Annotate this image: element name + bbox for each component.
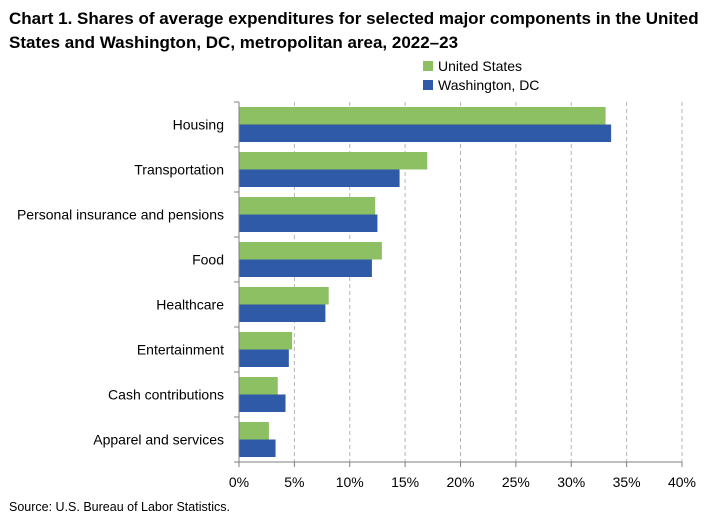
category-label: Entertainment <box>137 342 224 358</box>
category-label: Food <box>192 252 224 268</box>
legend-label: United States <box>438 58 522 74</box>
bar-dc-food <box>239 259 372 277</box>
legend: United States Washington, DC <box>423 58 539 93</box>
tick-labels: 0% 5% 10% 15% 20% 25% 30% 35% 40% <box>229 474 696 490</box>
bar-dc-transportation <box>239 169 400 187</box>
x-tick-label: 20% <box>446 474 474 490</box>
bar-dc-cash-contributions <box>239 394 286 412</box>
x-tick-label: 0% <box>229 474 249 490</box>
axes <box>234 101 683 467</box>
x-tick-label: 10% <box>336 474 364 490</box>
bar-us-food <box>239 242 382 260</box>
bar-dc-housing <box>239 124 612 142</box>
bars <box>239 107 612 457</box>
category-label: Personal insurance and pensions <box>17 207 224 223</box>
bar-us-transportation <box>239 152 428 170</box>
bar-us-healthcare <box>239 287 329 305</box>
category-label: Housing <box>173 117 224 133</box>
bar-us-cash-contributions <box>239 377 278 395</box>
legend-swatch <box>423 80 433 90</box>
x-tick-label: 15% <box>391 474 419 490</box>
x-tick-label: 30% <box>557 474 585 490</box>
x-tick-label: 40% <box>668 474 696 490</box>
bar-us-apparel-and-services <box>239 422 269 440</box>
category-labels: Housing Transportation Personal insurance … <box>17 117 224 448</box>
bar-us-personal-insurance-and-pensions <box>239 197 376 215</box>
category-label: Apparel and services <box>93 432 224 448</box>
category-label: Transportation <box>134 162 224 178</box>
category-label: Healthcare <box>156 297 224 313</box>
source-note: Source: U.S. Bureau of Labor Statistics. <box>9 500 230 514</box>
bar-us-housing <box>239 107 606 125</box>
bar-dc-entertainment <box>239 349 289 367</box>
category-label: Cash contributions <box>108 387 224 403</box>
bar-dc-healthcare <box>239 304 326 322</box>
x-tick-label: 25% <box>502 474 530 490</box>
bar-us-entertainment <box>239 332 293 350</box>
x-tick-label: 35% <box>613 474 641 490</box>
legend-swatch <box>423 61 433 71</box>
x-tick-label: 5% <box>284 474 304 490</box>
legend-label: Washington, DC <box>438 77 539 93</box>
chart-title: Chart 1. Shares of average expenditures … <box>9 9 699 52</box>
bar-dc-apparel-and-services <box>239 439 276 457</box>
bar-dc-personal-insurance-and-pensions <box>239 214 378 232</box>
